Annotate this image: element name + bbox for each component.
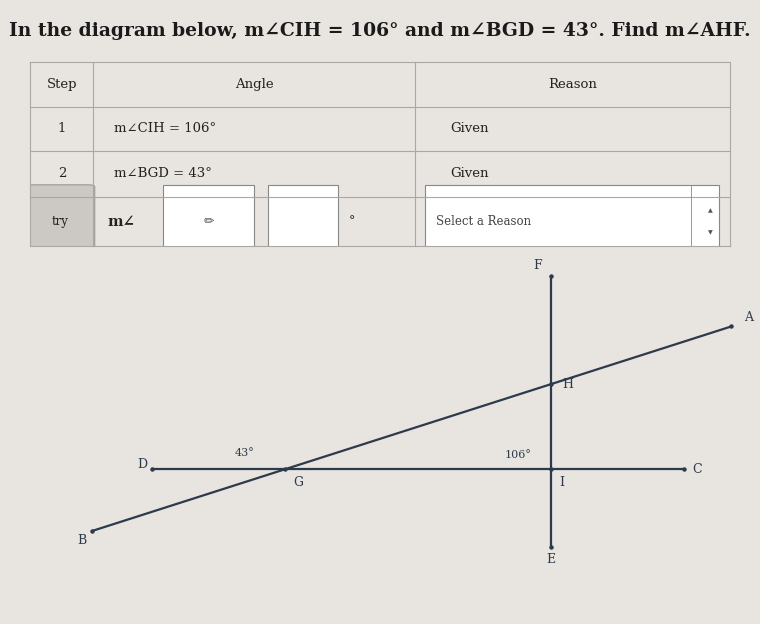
Text: G: G bbox=[293, 476, 303, 489]
Text: E: E bbox=[546, 553, 556, 567]
Text: 1: 1 bbox=[58, 122, 66, 135]
Text: Given: Given bbox=[450, 122, 489, 135]
Text: A: A bbox=[745, 311, 754, 324]
Text: Step: Step bbox=[46, 78, 77, 91]
Bar bbox=[163, 185, 254, 258]
Bar bbox=[426, 185, 719, 258]
Text: Reason: Reason bbox=[548, 78, 597, 91]
Text: m∠BGD = 43°: m∠BGD = 43° bbox=[114, 167, 212, 180]
Text: 2: 2 bbox=[58, 167, 66, 180]
Text: F: F bbox=[533, 258, 542, 271]
Text: ✏: ✏ bbox=[204, 215, 214, 228]
Text: I: I bbox=[559, 476, 565, 489]
Text: m∠CIH = 106°: m∠CIH = 106° bbox=[114, 122, 217, 135]
Text: D: D bbox=[137, 459, 147, 472]
Text: Select a Reason: Select a Reason bbox=[436, 215, 531, 228]
Bar bbox=[268, 185, 338, 258]
Text: C: C bbox=[692, 463, 702, 475]
Text: Given: Given bbox=[450, 167, 489, 180]
Text: Angle: Angle bbox=[235, 78, 274, 91]
FancyBboxPatch shape bbox=[26, 185, 95, 258]
Text: ▲: ▲ bbox=[708, 208, 713, 213]
Text: H: H bbox=[562, 378, 574, 391]
Text: ▼: ▼ bbox=[708, 230, 713, 235]
Text: try: try bbox=[52, 215, 69, 228]
Text: 43°: 43° bbox=[235, 447, 255, 457]
Text: B: B bbox=[78, 534, 87, 547]
Text: In the diagram below, m∠CIH = 106° and m∠BGD = 43°. Find m∠AHF.: In the diagram below, m∠CIH = 106° and m… bbox=[9, 22, 751, 40]
Text: m∠: m∠ bbox=[107, 215, 135, 228]
Text: 106°: 106° bbox=[505, 449, 532, 459]
Text: °: ° bbox=[349, 215, 355, 228]
